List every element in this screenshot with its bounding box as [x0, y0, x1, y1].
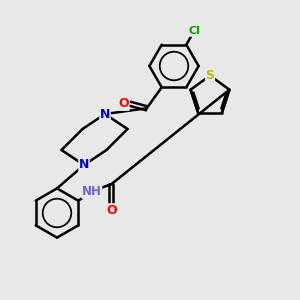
Text: O: O [118, 97, 129, 110]
Text: S: S [206, 69, 214, 82]
Text: O: O [106, 204, 117, 217]
Text: Cl: Cl [188, 26, 200, 36]
Text: N: N [79, 158, 89, 172]
Text: NH: NH [82, 185, 102, 198]
Text: N: N [100, 107, 110, 121]
